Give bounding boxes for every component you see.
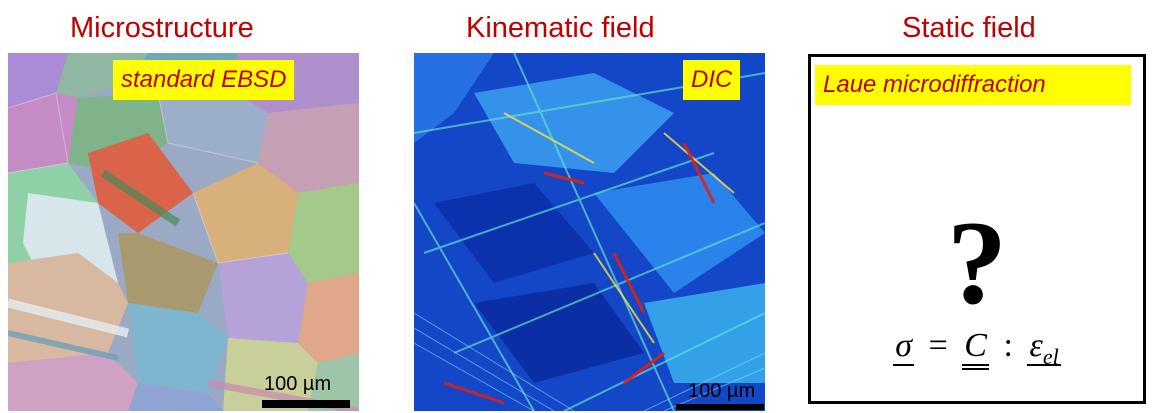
ebsd-map-panel [8,53,359,411]
heading-static-field: Static field [902,12,1036,44]
dic-strain-map [414,53,765,411]
formula-stiffness-tensor: C [962,327,989,370]
formula-equals: = [928,327,948,364]
question-mark: ? [947,196,1007,329]
dic-scale-bar [676,404,764,410]
static-field-panel: Laue microdiffraction ? σ = C : εel [808,54,1146,404]
ebsd-scale-bar [262,400,350,408]
formula-colon: : [1003,327,1013,364]
ebsd-label: standard EBSD [113,60,295,100]
heading-microstructure: Microstructure [70,12,254,44]
formula-strain-subscript: el [1042,343,1059,369]
formula-stress: σ [893,327,915,366]
heading-kinematic-field: Kinematic field [466,12,655,44]
laue-label: Laue microdiffraction [815,65,1131,105]
hooke-law-formula: σ = C : εel [811,327,1143,370]
formula-strain-symbol: ε [1029,327,1043,364]
dic-label: DIC [683,60,741,100]
ebsd-grain-map [8,53,359,411]
dic-scale-text: 100 µm [688,380,756,402]
ebsd-scale-text: 100 µm [264,373,332,395]
formula-elastic-strain: εel [1027,327,1061,369]
dic-map-panel [414,53,765,411]
